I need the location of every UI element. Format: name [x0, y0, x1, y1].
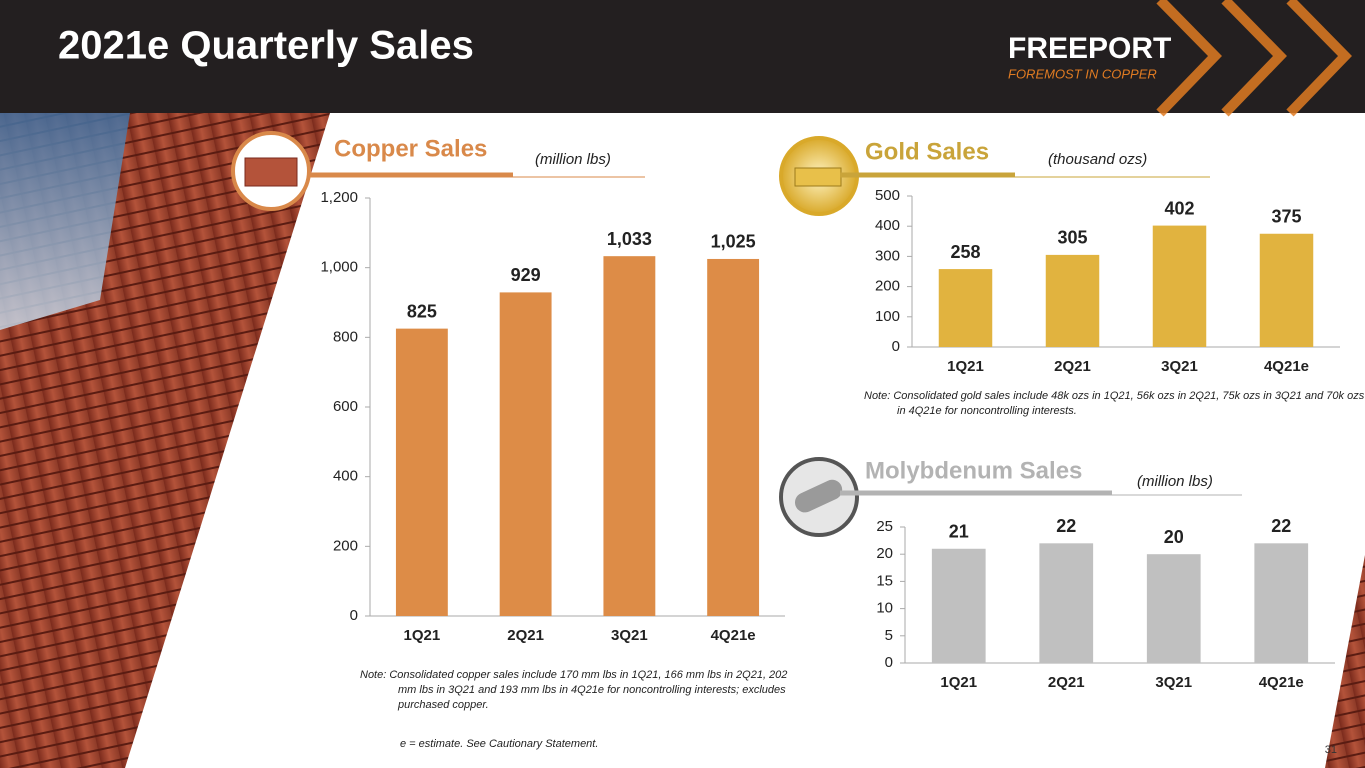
y-tick-label: 400 — [333, 468, 358, 485]
y-tick-label: 200 — [333, 537, 358, 554]
bar — [603, 256, 656, 616]
page-number: 31 — [1325, 744, 1337, 756]
y-tick-label: 20 — [876, 545, 893, 562]
bar — [1259, 233, 1314, 347]
value-label: 375 — [1271, 207, 1301, 227]
x-tick-label: 4Q21e — [711, 627, 756, 644]
x-tick-label: 1Q21 — [940, 674, 977, 691]
x-tick-label: 3Q21 — [611, 627, 648, 644]
bar — [1039, 543, 1094, 663]
value-label: 825 — [407, 301, 437, 321]
copper-icon — [231, 131, 311, 211]
chevrons — [1156, 0, 1352, 117]
y-tick-label: 500 — [875, 187, 900, 204]
y-tick-label: 800 — [333, 328, 358, 345]
y-tick-label: 10 — [876, 600, 893, 617]
bar — [938, 269, 993, 347]
value-label: 1,033 — [607, 229, 652, 249]
gold-icon — [779, 136, 859, 216]
chart-subtitle: (million lbs) — [1137, 473, 1213, 490]
value-label: 402 — [1164, 198, 1194, 218]
x-tick-label: 2Q21 — [507, 627, 544, 644]
chart-title: Copper Sales — [334, 135, 487, 162]
y-tick-label: 1,000 — [320, 259, 358, 276]
value-label: 22 — [1056, 516, 1076, 536]
chart-title: Molybdenum Sales — [865, 457, 1082, 484]
bar — [1152, 225, 1207, 347]
sky — [0, 113, 130, 330]
bar — [499, 292, 552, 616]
y-tick-label: 100 — [875, 308, 900, 325]
y-tick-label: 0 — [892, 338, 900, 355]
x-tick-label: 1Q21 — [947, 358, 984, 375]
bar — [395, 328, 448, 616]
chart-note: Note: Consolidated copper sales include … — [360, 669, 788, 711]
x-tick-label: 2Q21 — [1054, 358, 1091, 375]
x-tick-label: 3Q21 — [1155, 674, 1192, 691]
x-tick-label: 3Q21 — [1161, 358, 1198, 375]
y-tick-label: 1,200 — [320, 189, 358, 206]
bar — [707, 258, 760, 616]
value-label: 20 — [1164, 527, 1184, 547]
y-tick-label: 0 — [350, 607, 358, 624]
moly-icon — [779, 457, 859, 537]
header-bar — [0, 0, 1365, 113]
value-label: 929 — [511, 265, 541, 285]
y-tick-label: 200 — [875, 278, 900, 295]
logo: FREEPORT — [1008, 32, 1171, 65]
bar — [1146, 554, 1201, 663]
x-tick-label: 1Q21 — [404, 627, 441, 644]
y-tick-label: 25 — [876, 518, 893, 535]
copper-photo-corner — [1325, 555, 1365, 768]
x-tick-label: 4Q21e — [1259, 674, 1304, 691]
y-tick-label: 400 — [875, 217, 900, 234]
y-tick-label: 0 — [885, 654, 893, 671]
value-label: 1,025 — [711, 232, 756, 252]
value-label: 305 — [1057, 228, 1087, 248]
bar — [1045, 254, 1100, 347]
value-label: 22 — [1271, 516, 1291, 536]
value-label: 258 — [950, 242, 980, 262]
value-label: 21 — [949, 522, 969, 542]
chart-subtitle: (thousand ozs) — [1048, 151, 1147, 168]
x-tick-label: 2Q21 — [1048, 674, 1085, 691]
chart-title: Gold Sales — [865, 138, 989, 165]
footnote: e = estimate. See Cautionary Statement. — [400, 738, 598, 750]
y-tick-label: 600 — [333, 398, 358, 415]
chart-subtitle: (million lbs) — [535, 151, 611, 168]
y-tick-label: 300 — [875, 247, 900, 264]
bar — [931, 548, 986, 663]
chart-note: Note: Consolidated gold sales include 48… — [864, 390, 1365, 417]
y-tick-label: 15 — [876, 572, 893, 589]
y-tick-label: 5 — [885, 627, 893, 644]
slide-title: 2021e Quarterly Sales — [58, 24, 474, 68]
bar — [1254, 543, 1309, 663]
x-tick-label: 4Q21e — [1264, 358, 1309, 375]
logo-tagline: FOREMOST IN COPPER — [1008, 66, 1157, 81]
